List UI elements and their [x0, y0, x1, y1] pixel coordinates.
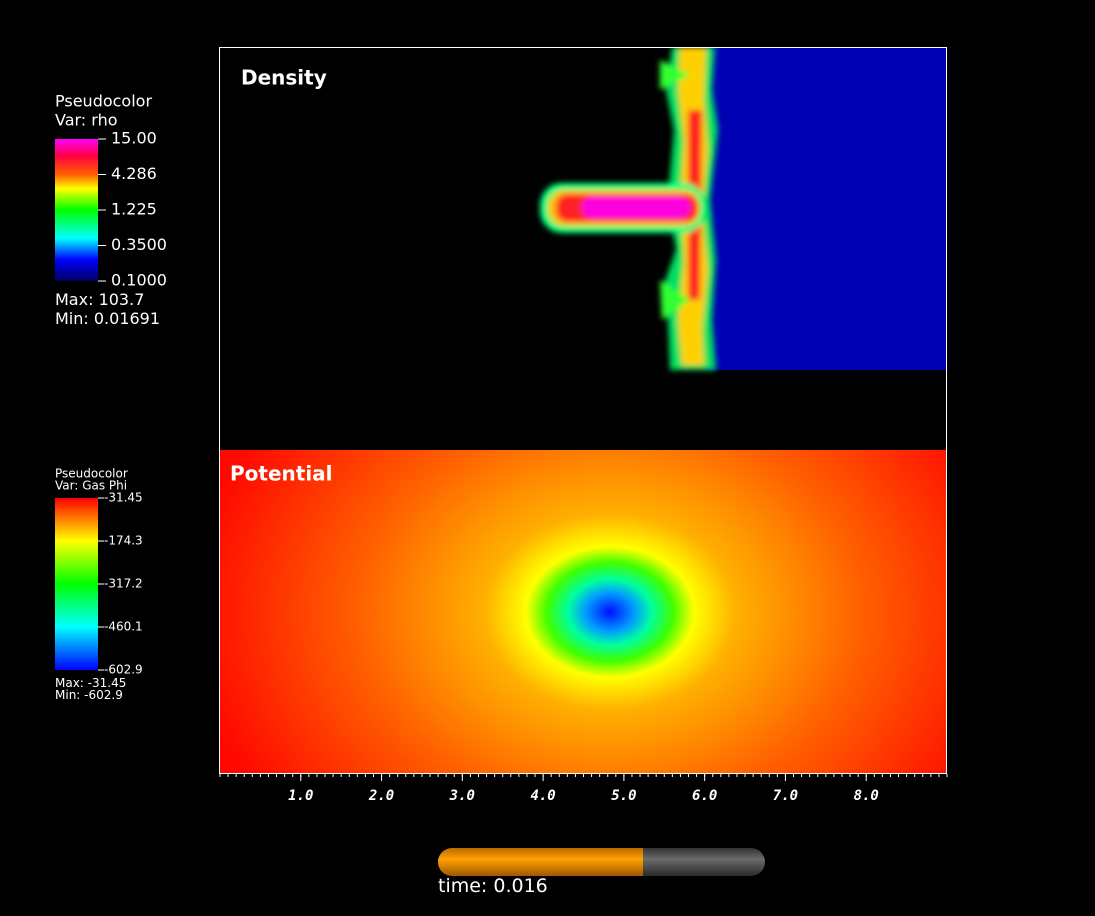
max-label: Max:	[55, 676, 84, 690]
max-value: 103.7	[99, 290, 145, 309]
legend-tick-label: 15.00	[111, 129, 157, 148]
x-tick-label: 3.0	[449, 788, 475, 804]
plot-frame	[219, 47, 947, 774]
legend-min: Min: 0.01691	[55, 309, 160, 328]
legend-title: Pseudocolor	[55, 92, 152, 111]
min-label: Min:	[55, 309, 89, 328]
legend-tick-label: 4.286	[111, 164, 157, 183]
time-slider	[438, 848, 765, 876]
density-image	[219, 47, 947, 450]
legend-tick-label: 0.3500	[111, 235, 167, 254]
legend-tick-label: -602.9	[104, 663, 143, 677]
legend-tick-label: -31.45	[104, 491, 143, 505]
legend-min: Min: -602.9	[55, 688, 123, 702]
x-tick-label: 4.0	[530, 788, 555, 804]
colorbar	[55, 139, 98, 281]
x-tick-label: 2.0	[368, 788, 394, 804]
legend-var: Var: rho	[55, 111, 118, 130]
legend-tick-label: -174.3	[104, 533, 143, 547]
max-label: Max:	[55, 290, 93, 309]
x-tick-label: 1.0	[288, 788, 313, 804]
legend-tick-label: 1.225	[111, 199, 157, 218]
x-tick-label: 6.0	[692, 788, 717, 804]
legend-max: Max: 103.7	[55, 290, 144, 309]
time-label: time: 0.016	[438, 875, 548, 897]
min-label: Min:	[55, 688, 80, 702]
colorbar	[55, 498, 98, 670]
legend-var: Var: Gas Phi	[55, 479, 127, 493]
legend-tick-label: 0.1000	[111, 271, 167, 290]
x-tick-label: 7.0	[773, 788, 798, 804]
panel-title: Potential	[230, 462, 333, 486]
slider-progress	[438, 848, 644, 876]
max-value: -31.45	[88, 676, 127, 690]
panel-title: Density	[241, 66, 327, 90]
legend-max: Max: -31.45	[55, 676, 126, 690]
legend-tick-label: -317.2	[104, 577, 143, 591]
min-value: 0.01691	[94, 309, 160, 328]
x-tick-label: 5.0	[611, 788, 636, 804]
x-tick-label: 8.0	[854, 788, 879, 804]
min-value: -602.9	[84, 688, 123, 702]
potential-image	[219, 450, 947, 774]
legend-title: Pseudocolor	[55, 467, 128, 481]
legend-tick-label: -460.1	[104, 620, 143, 634]
